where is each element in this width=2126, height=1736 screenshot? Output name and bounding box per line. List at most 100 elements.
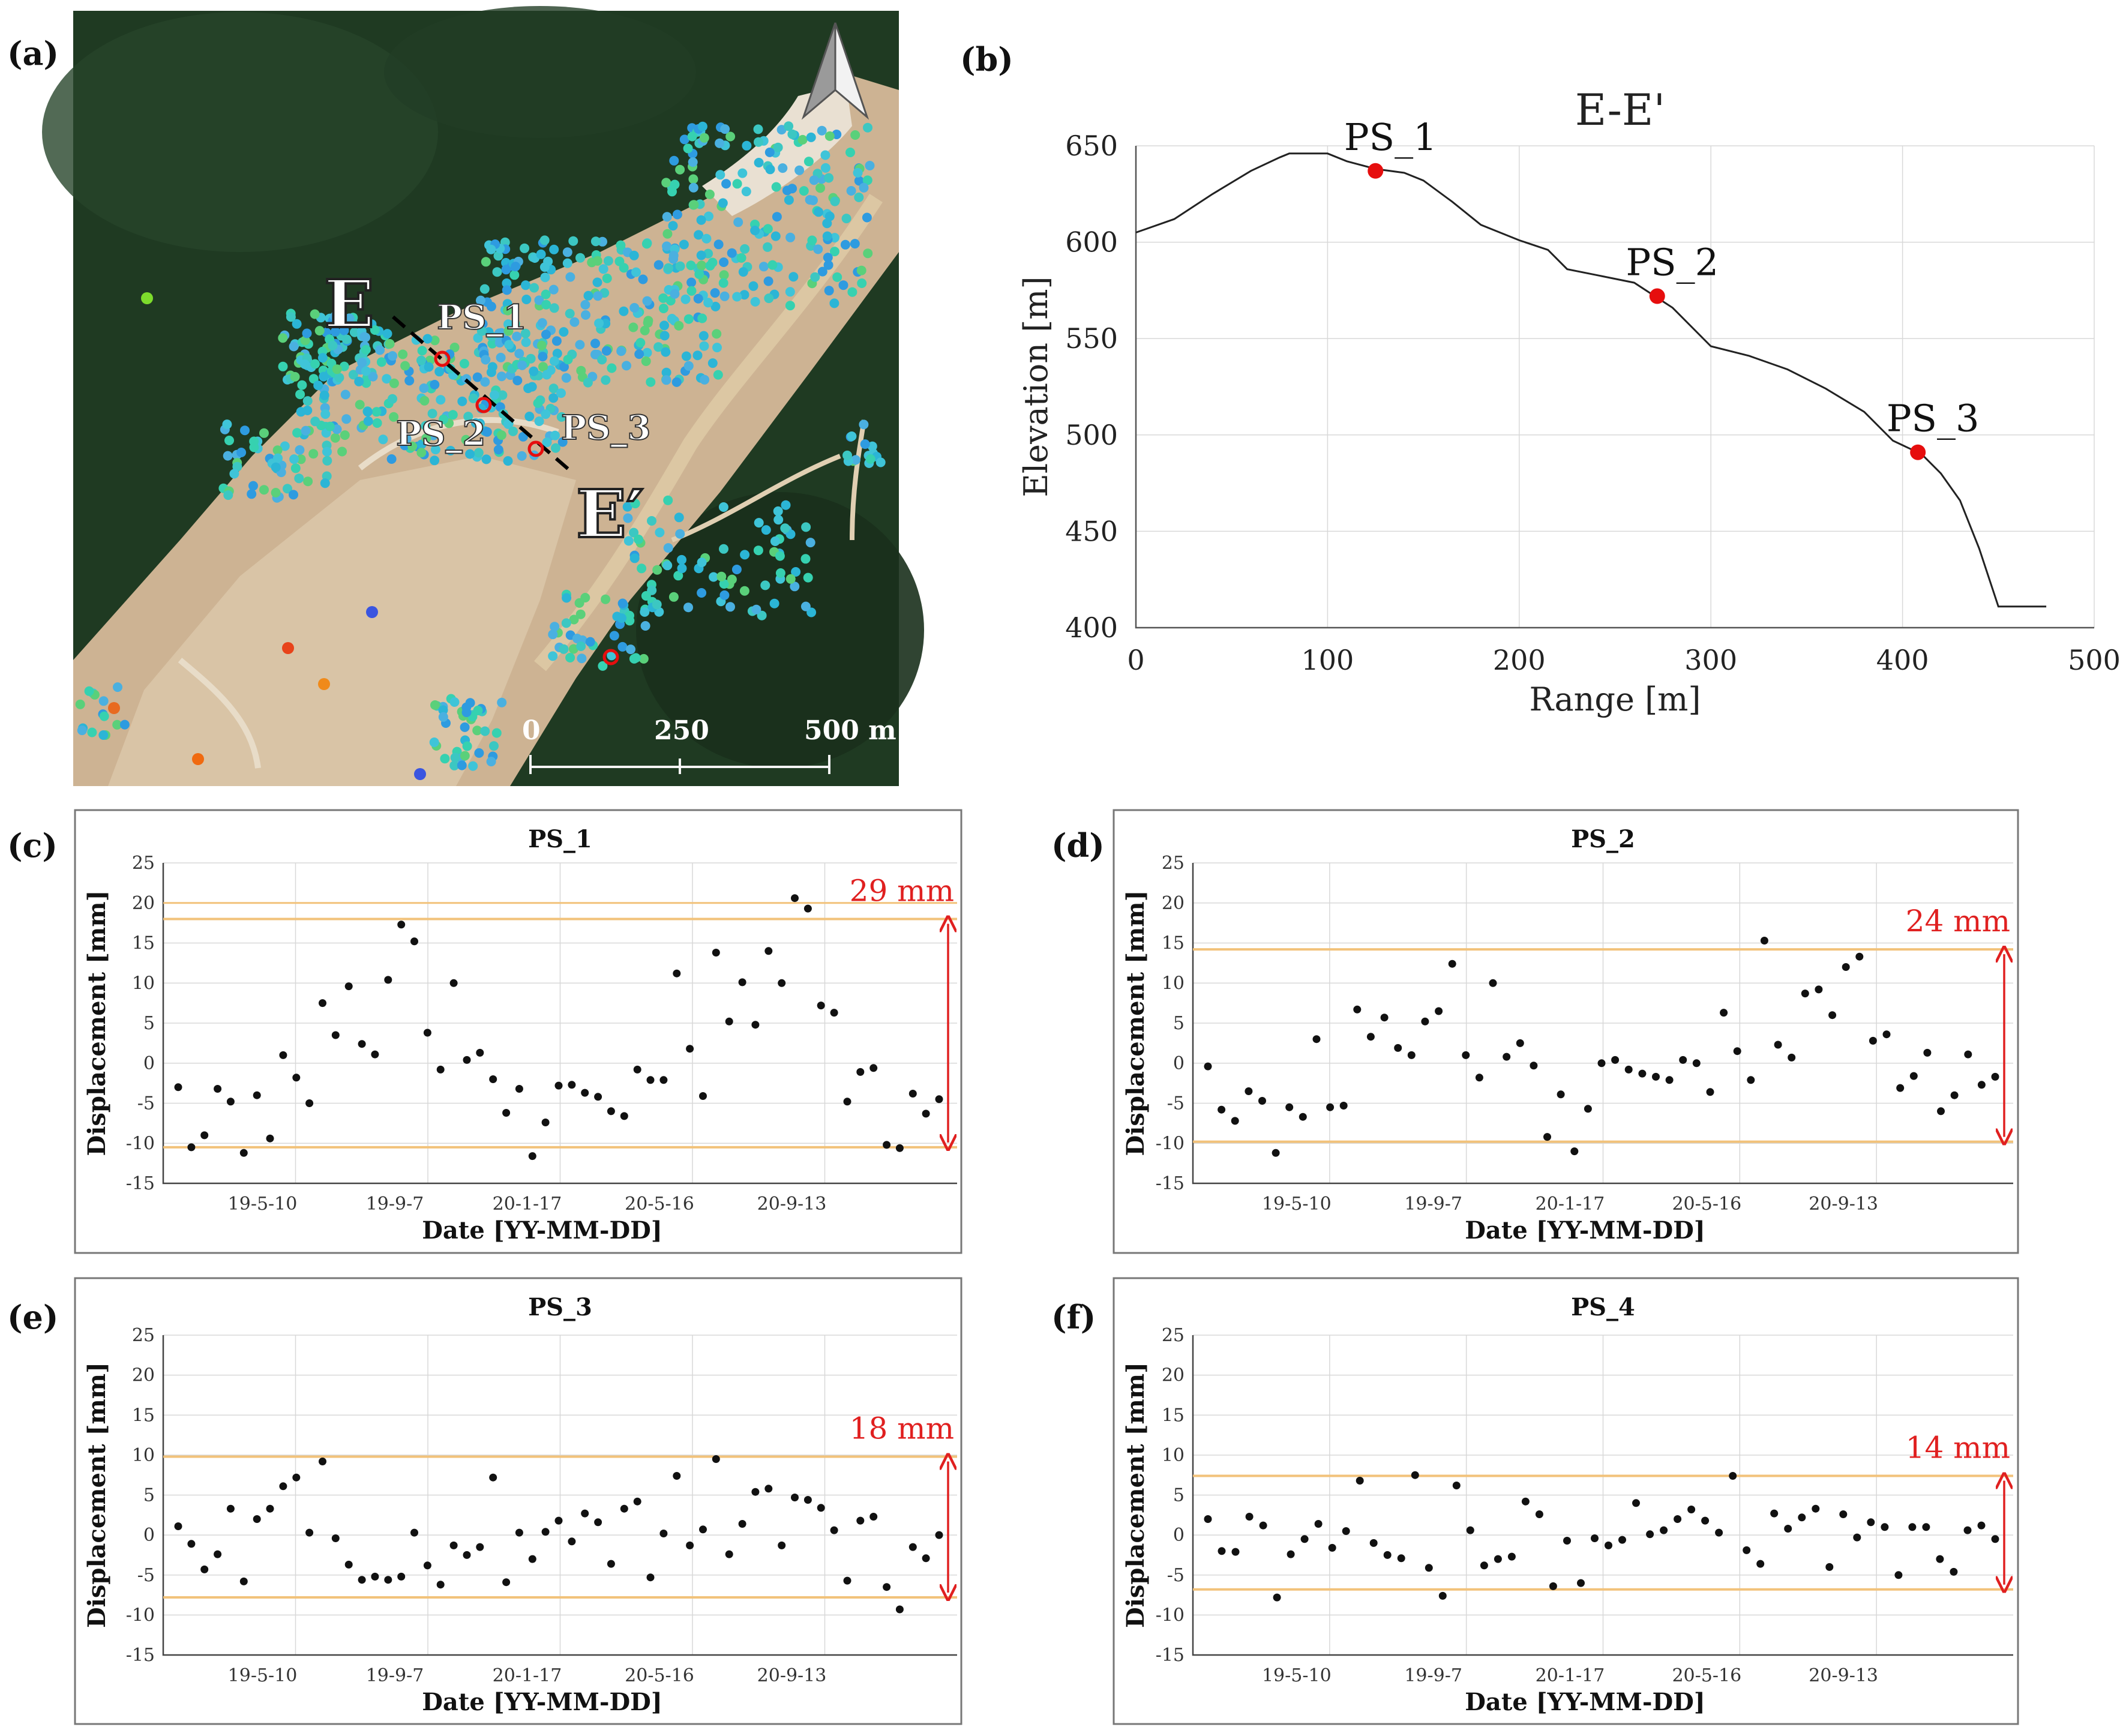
map-ps-dot (791, 567, 801, 577)
map-ps-dot (594, 318, 604, 328)
displacement-point (1218, 1105, 1226, 1114)
map-ps-dot (838, 280, 848, 290)
map-ps-dot (662, 212, 672, 222)
map-ps-dot (476, 295, 485, 305)
map-ps-dot (770, 231, 781, 241)
ps3-marker[interactable] (527, 440, 544, 457)
map-ps-dot (317, 353, 328, 363)
displacement-point (646, 1573, 655, 1582)
map-ps-dot (386, 454, 397, 464)
map-ps-dot (617, 598, 628, 608)
map-ps-dot (577, 653, 587, 664)
map-ps-dot (511, 262, 521, 272)
displacement-point (279, 1051, 287, 1059)
map-ps-dot (732, 179, 742, 189)
y-tick-label: 10 (132, 973, 155, 994)
displacement-point (1611, 1056, 1620, 1064)
x-tick-label: 20-5-16 (625, 1665, 694, 1686)
map-ps-dot (497, 697, 507, 707)
displacement-point (436, 1581, 445, 1589)
map-ps-dot (334, 373, 344, 383)
map-ps-dot (486, 301, 496, 311)
profile-point-ps3 (1910, 444, 1926, 460)
map-ps-dot (764, 147, 775, 157)
map-ps-dot (487, 362, 497, 372)
displacement-point (436, 1065, 445, 1074)
displacement-point (1299, 1113, 1307, 1121)
displacement-point (1597, 1059, 1606, 1068)
map-ps-dot (240, 425, 250, 436)
map-label-ps2: PS_2 (396, 414, 486, 454)
map-ps-dot (715, 138, 725, 148)
y-tick-label: 5 (1173, 1013, 1185, 1034)
map-ps-dot (704, 211, 713, 221)
scale-bar: 0 250 500 m (522, 715, 896, 774)
y-tick-label: 15 (132, 1405, 155, 1426)
map-ps-dot (709, 572, 719, 582)
map-ps-dot (493, 445, 503, 455)
map-ps-dot (763, 224, 773, 234)
map-ps-dot (568, 644, 578, 654)
displacement-point (541, 1528, 550, 1536)
map-ps-dot (688, 157, 698, 167)
y-tick-label: 0 (1173, 1525, 1185, 1546)
map-ps-dot (576, 365, 586, 376)
displacement-point (725, 1017, 733, 1026)
displacement-point (397, 1572, 406, 1581)
map-ps-dot (668, 221, 678, 231)
map-ps-dot (273, 453, 283, 463)
displacement-point (1462, 1051, 1470, 1059)
displacement-point (1674, 1515, 1682, 1523)
map-ps-dot (829, 298, 839, 308)
map-ps-dot (556, 388, 566, 398)
map-ps-dot (533, 398, 543, 408)
displacement-point (476, 1543, 484, 1551)
map-ps-dot (339, 325, 349, 335)
displacement-point (1687, 1506, 1696, 1513)
y-tick-label: -5 (137, 1565, 155, 1586)
map-ps-dot (647, 516, 656, 526)
ps2-marker[interactable] (475, 397, 492, 413)
map-ps-dot (829, 247, 839, 257)
y-tick-label: 10 (1162, 1445, 1185, 1466)
displacement-point (489, 1075, 497, 1083)
ps1-marker[interactable] (434, 350, 451, 367)
displacement-point (239, 1577, 248, 1585)
map-ps-dot (820, 150, 830, 160)
map-ps-dot (512, 376, 523, 386)
map-ps-dot (659, 320, 669, 331)
displacement-point (1543, 1133, 1551, 1141)
map-ps-dot (661, 178, 671, 188)
displacement-point (791, 1494, 799, 1501)
map-ps-dot (569, 317, 580, 327)
map-ps-dot (576, 641, 586, 651)
map-ps-dot (699, 133, 709, 143)
map-ps-dot (805, 538, 815, 548)
map-ps-dot (824, 286, 834, 296)
map-ps-dot (661, 347, 671, 357)
map-ps-dot (497, 390, 508, 400)
range-value-label: 14 mm (1906, 1431, 2010, 1465)
map-ps-dot (468, 761, 478, 771)
map-ps-dot (527, 382, 537, 392)
profile-chart: (b) 0 100 200 300 400 500 400 450 500 550 600 650 E-E… (960, 40, 2121, 718)
map-ps-dot (780, 523, 790, 533)
map-ps-dot (669, 155, 679, 166)
displacement-point (1570, 1147, 1579, 1156)
displacement-point (1760, 937, 1768, 945)
map-ps-dot (504, 340, 514, 350)
ps4-marker[interactable] (602, 649, 619, 665)
map-ps-dot (141, 292, 153, 304)
map-ps-dot (681, 351, 691, 361)
map-ps-dot (824, 131, 835, 141)
map-ps-dot (683, 143, 693, 154)
displacement-point (214, 1550, 222, 1558)
map-ps-dot (559, 327, 569, 337)
displacement-point (1339, 1102, 1348, 1110)
displacement-point (1692, 1059, 1701, 1068)
x-tick-label: 20-5-16 (1672, 1665, 1741, 1686)
displacement-point (1516, 1039, 1524, 1047)
map-ps-dot (359, 332, 370, 342)
map-ps-dot (750, 226, 760, 235)
map-ps-dot (503, 319, 513, 329)
